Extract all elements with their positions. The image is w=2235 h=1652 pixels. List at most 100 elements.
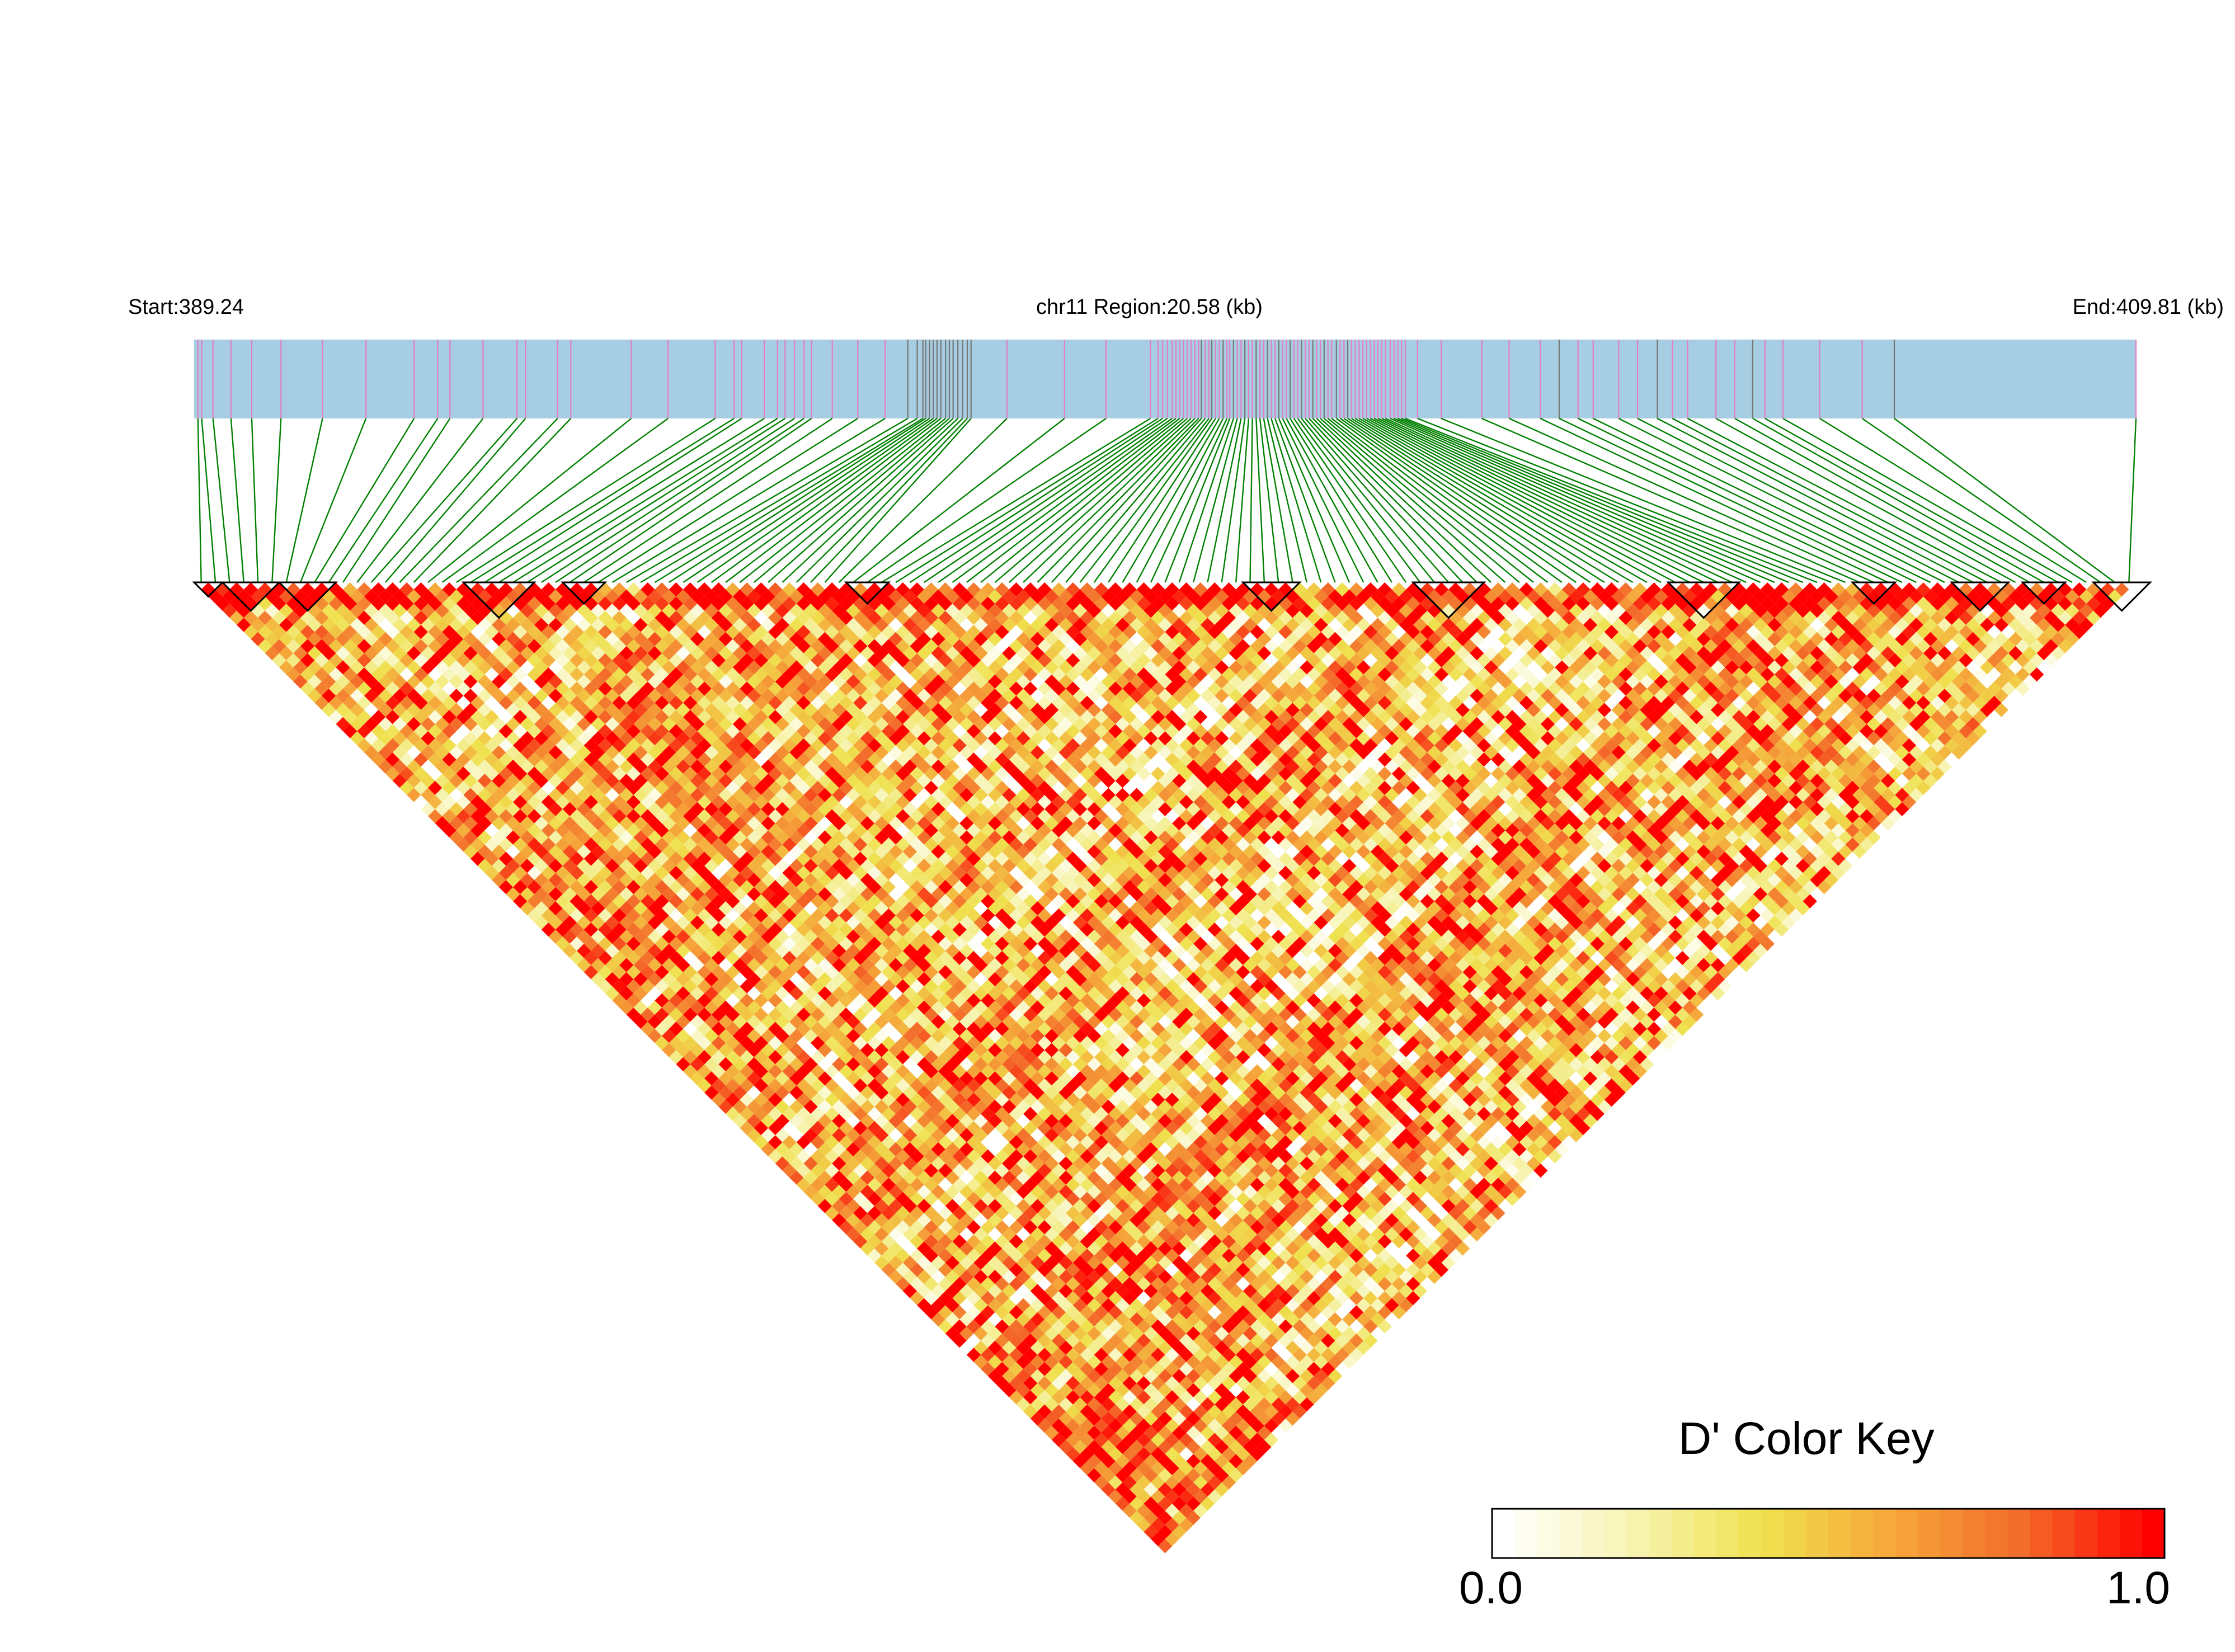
ld-cell (1144, 1284, 1158, 1298)
snp-connector (1637, 417, 1959, 583)
ld-cell (910, 1220, 924, 1235)
ld-cell (463, 759, 478, 774)
ld-cell (1221, 1447, 1236, 1461)
ld-cell (1101, 1241, 1116, 1256)
ld-cell (1080, 1206, 1094, 1221)
ld-cell (272, 625, 286, 639)
ld-cell (768, 936, 783, 951)
ld-cell (782, 1008, 797, 1022)
ld-cell (811, 1093, 825, 1107)
ld-cell (704, 887, 719, 902)
ld-cell (456, 625, 471, 639)
ld-cell (378, 632, 393, 647)
ld-cell (704, 1043, 719, 1057)
ld-cell (1101, 1227, 1116, 1242)
ld-cell (676, 873, 690, 887)
ld-cell (392, 660, 407, 675)
ld-cell (1087, 1383, 1102, 1397)
ld-cell (584, 766, 599, 781)
ld-cell (328, 695, 344, 710)
ld-cell (747, 929, 761, 944)
ld-cell (1058, 1326, 1073, 1341)
ld-cell (484, 653, 499, 668)
ld-cell (839, 1008, 854, 1022)
ld-cell (328, 639, 344, 653)
ld-cell (938, 1064, 953, 1079)
snp-connector (230, 418, 244, 583)
ld-cell (846, 1213, 860, 1227)
ld-cell (484, 695, 499, 710)
ld-cell (364, 646, 379, 661)
ld-cell (449, 788, 464, 802)
ld-cell (1144, 1269, 1158, 1284)
ld-cell (1165, 1390, 1179, 1405)
ld-cell (598, 950, 613, 966)
ld-cell (541, 837, 556, 852)
ld-cell (1066, 1206, 1080, 1221)
ld-cell (754, 979, 769, 994)
ld-cell (881, 1121, 896, 1136)
ld-cell (987, 1241, 1003, 1256)
ld-cell (556, 908, 570, 923)
ld-cell (683, 1064, 698, 1079)
ld-cell (718, 1071, 733, 1086)
ld-cell (981, 1291, 995, 1306)
ld-cell (520, 830, 535, 845)
ld-cell (945, 1128, 960, 1142)
ld-cell (995, 1206, 1009, 1221)
ld-cell (1215, 1482, 1229, 1497)
ld-cell (1108, 1291, 1123, 1306)
ld-cell (945, 1114, 960, 1128)
snp-connector (1079, 418, 1210, 583)
ld-cell (413, 582, 429, 597)
ld-cell (938, 1248, 953, 1263)
ld-cell (506, 632, 520, 647)
ld-cell (732, 1000, 747, 1015)
ld-cell (896, 1234, 910, 1249)
ld-cell (966, 1234, 981, 1249)
ld-cell (995, 1234, 1009, 1249)
ld-cell (662, 873, 676, 887)
ld-cell (1051, 1404, 1066, 1419)
ld-cell (874, 1199, 889, 1213)
ld-cell (435, 816, 450, 831)
ld-cell (959, 1114, 974, 1128)
ld-cell (1207, 1433, 1222, 1447)
ld-cell (513, 880, 528, 895)
ld-cell (498, 653, 514, 668)
ld-cell (945, 1326, 960, 1341)
ld-cell (896, 1220, 910, 1235)
ld-cell (556, 894, 570, 909)
ld-cell (1108, 1461, 1123, 1476)
ld-cell (1221, 1390, 1236, 1405)
ld-cell (952, 1093, 967, 1107)
ld-cell (641, 923, 655, 937)
ld-cell (570, 837, 584, 852)
ld-cell (860, 1000, 875, 1015)
ld-cell (470, 809, 485, 823)
snp-connector (1894, 418, 2115, 583)
ld-cell (1016, 1142, 1031, 1157)
ld-cell (959, 1269, 974, 1284)
ld-cell (520, 745, 535, 760)
ld-cell (527, 908, 542, 923)
ld-cell (917, 1241, 931, 1256)
snp-connector (356, 418, 484, 583)
ld-cell (364, 618, 379, 632)
ld-cell (825, 1093, 839, 1107)
ld-cell (449, 674, 464, 689)
ld-cell (322, 674, 336, 689)
ld-cell (556, 695, 570, 710)
ld-cell (1165, 1319, 1179, 1334)
ld-cell (924, 1050, 939, 1065)
ld-cell (307, 646, 322, 661)
ld-cell (789, 1029, 804, 1043)
ld-cell (357, 738, 371, 753)
ld-cell (584, 965, 599, 980)
ld-cell (484, 667, 499, 682)
ld-cell (1122, 1404, 1137, 1419)
ld-cell (442, 625, 457, 639)
snp-connector (1593, 417, 1931, 583)
ld-cell (1030, 1241, 1045, 1256)
ld-cell (981, 1248, 995, 1263)
